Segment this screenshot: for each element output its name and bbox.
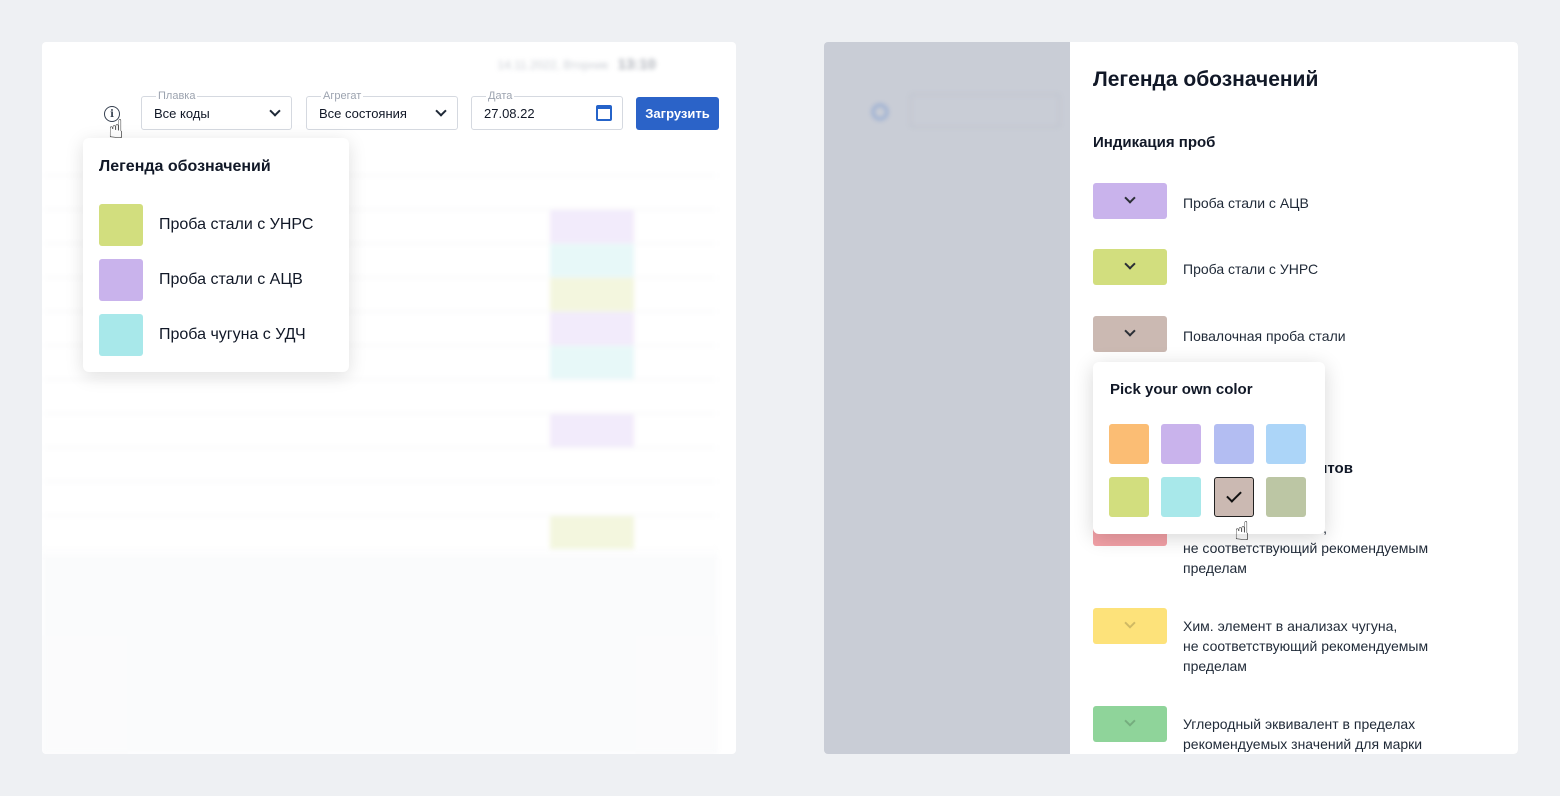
legend-label: Проба чугуна с УДЧ xyxy=(159,326,306,343)
legend-title: Легенда обозначений xyxy=(99,158,271,175)
legend-item: Проба чугуна с УДЧ xyxy=(99,314,339,358)
chevron-down-icon xyxy=(269,105,281,117)
date-field[interactable]: Дата 27.08.22 xyxy=(471,89,623,130)
chevron-down-icon xyxy=(1124,258,1136,270)
legend-popover: Легенда обозначений Проба стали с УНРС П… xyxy=(83,138,349,372)
right-screen: Легенда обозначений Индикация проб Проба… xyxy=(824,42,1518,754)
color-option-sage[interactable] xyxy=(1266,477,1306,517)
load-button[interactable]: Загрузить xyxy=(636,97,719,130)
color-swatch-button[interactable] xyxy=(1093,316,1167,352)
legend-row-label: Проба стали с АЦВ xyxy=(1183,195,1309,211)
color-picker-popover: Pick your own color xyxy=(1093,362,1325,534)
color-option-taupe[interactable] xyxy=(1214,477,1254,517)
unit-select[interactable]: Агрегат Все состояния xyxy=(306,89,458,130)
color-option-lime[interactable] xyxy=(1109,477,1149,517)
color-option-indigo[interactable] xyxy=(1214,424,1254,464)
color-swatch-button[interactable] xyxy=(1093,249,1167,285)
date-field-label: Дата xyxy=(486,89,515,103)
legend-swatch xyxy=(99,204,143,246)
color-swatch-button[interactable] xyxy=(1093,608,1167,644)
legend-item: Проба стали с АЦВ xyxy=(99,259,339,303)
melt-select-label: Плавка xyxy=(156,89,198,103)
chevron-down-icon xyxy=(1124,617,1136,629)
section-probes-title: Индикация проб xyxy=(1093,134,1216,151)
color-option-orange[interactable] xyxy=(1109,424,1149,464)
unit-select-value: Все состояния xyxy=(319,106,407,121)
color-swatch-button[interactable] xyxy=(1093,183,1167,219)
topbar-datetime: 14.11.2022, Вторник 13:10 xyxy=(498,56,656,73)
legend-row-label: Хим. элемент в анализах чугуна, не соотв… xyxy=(1183,618,1429,674)
drawer-title: Легенда обозначений xyxy=(1093,68,1319,91)
chevron-down-icon xyxy=(1124,192,1136,204)
left-screen: 14.11.2022, Вторник 13:10 i ☝ Плавка Все… xyxy=(42,42,736,754)
chevron-down-icon xyxy=(1124,715,1136,727)
legend-row-label: Повалочная проба стали xyxy=(1183,328,1346,344)
melt-select-value: Все коды xyxy=(154,106,210,121)
background-overlay-blurred xyxy=(824,42,1070,754)
legend-row-label: Углеродный эквивалент в пределах рекомен… xyxy=(1183,716,1423,752)
topbar-time: 13:10 xyxy=(617,56,656,73)
chevron-down-icon xyxy=(435,105,447,117)
color-option-purple[interactable] xyxy=(1161,424,1201,464)
color-option-cyan[interactable] xyxy=(1161,477,1201,517)
color-picker-title: Pick your own color xyxy=(1110,381,1253,398)
color-swatch-button[interactable] xyxy=(1093,706,1167,742)
chevron-down-icon xyxy=(1124,325,1136,337)
unit-select-label: Агрегат xyxy=(321,89,364,103)
legend-label: Проба стали с УНРС xyxy=(159,216,314,233)
melt-select[interactable]: Плавка Все коды xyxy=(141,89,292,130)
legend-row-label: Проба стали с УНРС xyxy=(1183,261,1319,277)
calendar-icon[interactable] xyxy=(596,105,612,121)
legend-item: Проба стали с УНРС xyxy=(99,204,339,248)
topbar-date: 14.11.2022, Вторник xyxy=(497,58,609,72)
info-icon[interactable]: i xyxy=(104,106,120,122)
legend-label: Проба стали с АЦВ xyxy=(159,271,303,288)
legend-swatch xyxy=(99,259,143,301)
check-icon xyxy=(1226,487,1242,503)
pointer-cursor-icon: ☝ xyxy=(1234,516,1250,546)
date-field-value: 27.08.22 xyxy=(484,106,535,121)
pointer-cursor-icon: ☝ xyxy=(108,114,124,144)
color-option-blue[interactable] xyxy=(1266,424,1306,464)
legend-swatch xyxy=(99,314,143,356)
analysis-table xyxy=(42,554,718,754)
